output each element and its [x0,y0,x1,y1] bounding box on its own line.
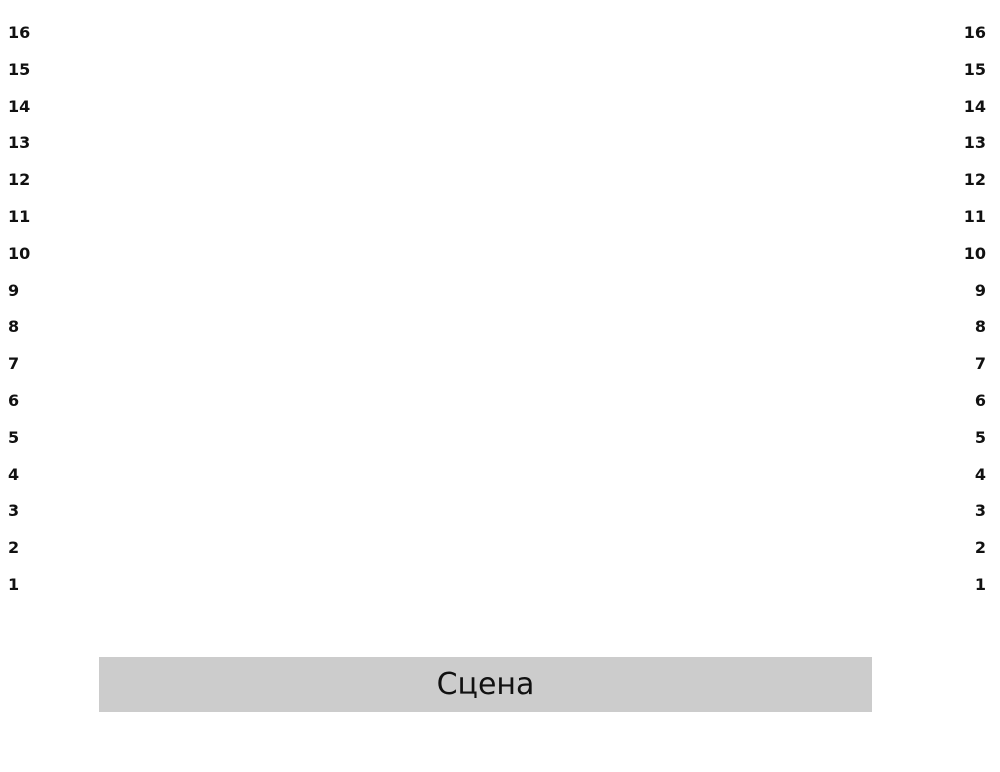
row-label-left: 11 [8,207,31,226]
row-label-right: 7 [974,354,986,374]
row-label-left: 3 [8,501,20,521]
stage: Сцена [99,657,872,712]
stage-label: Сцена [436,667,535,702]
row-label-right: 6 [974,391,986,410]
row-label-left: 9 [8,280,20,300]
row-label-left: 12 [8,170,31,190]
row-label-right: 9 [974,280,986,300]
row-label-right: 5 [974,427,986,447]
row-label-left: 4 [8,464,20,484]
row-label-left: 14 [8,96,31,116]
row-label-left: 5 [8,427,20,447]
row-label-right: 13 [963,133,986,153]
row-label-left: 7 [8,354,20,374]
row-label-right: 12 [963,170,986,190]
row-label-left: 13 [8,133,31,153]
row-label-right: 10 [963,243,986,263]
row-label-right: 16 [963,23,986,42]
row-label-right: 1 [974,575,986,594]
row-label-left: 8 [8,317,20,337]
row-label-left: 1 [8,575,20,594]
row-label-right: 15 [963,59,986,79]
row-label-left: 15 [8,59,31,79]
row-label-left: 6 [8,391,20,410]
row-label-left: 2 [8,538,20,558]
row-label-right: 2 [974,538,986,558]
row-label-left: 16 [8,23,31,42]
row-label-left: 10 [8,243,31,263]
row-label-right: 14 [963,96,986,116]
row-label-right: 3 [974,501,986,521]
row-label-right: 8 [974,317,986,337]
row-label-right: 11 [963,207,986,226]
row-label-right: 4 [974,464,986,484]
